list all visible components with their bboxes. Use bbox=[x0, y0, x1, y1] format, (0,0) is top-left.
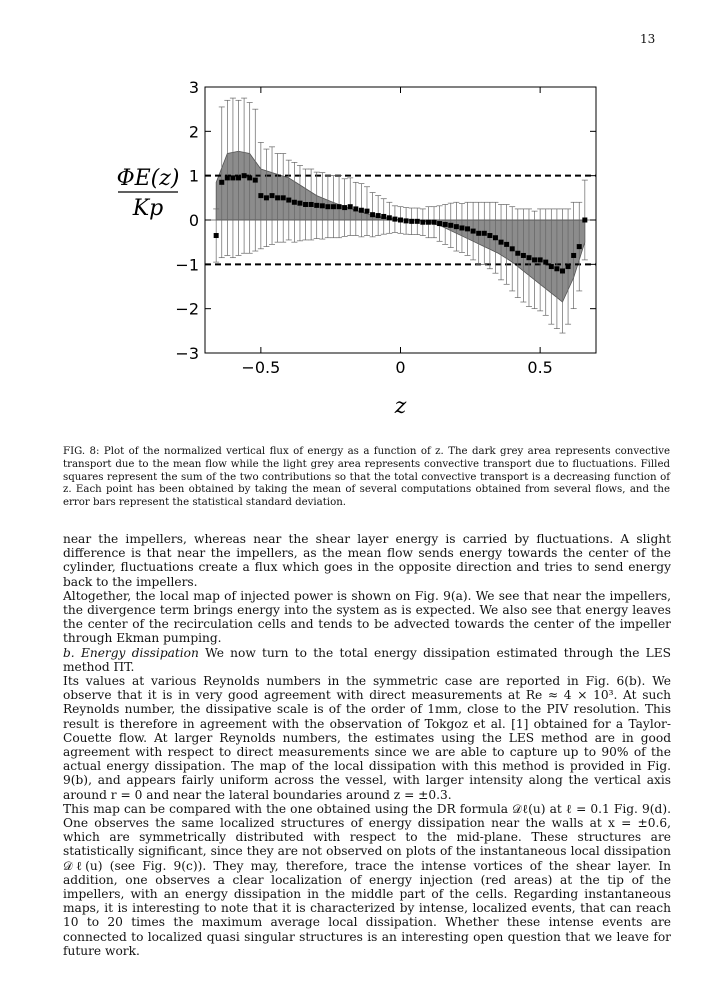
figure-caption: FIG. 8: Plot of the normalized vertical … bbox=[63, 446, 670, 509]
data-point bbox=[537, 257, 543, 263]
data-point bbox=[291, 199, 297, 205]
data-point bbox=[325, 204, 331, 210]
data-point bbox=[258, 193, 264, 199]
y-axis-label-numerator: ΦE(z) bbox=[117, 166, 180, 191]
data-point bbox=[375, 213, 381, 219]
data-point bbox=[448, 222, 454, 228]
y-tick-label: 1 bbox=[189, 167, 199, 186]
data-point bbox=[319, 203, 325, 209]
data-point bbox=[571, 252, 577, 258]
data-point bbox=[286, 197, 292, 203]
x-tick-label: 0.5 bbox=[527, 358, 552, 377]
data-point bbox=[520, 252, 526, 258]
paragraph-1: near the impellers, whereas near the she… bbox=[63, 532, 671, 589]
data-point bbox=[409, 218, 415, 224]
data-point bbox=[386, 215, 392, 221]
section-paragraph: b. Energy dissipation We now turn to the… bbox=[63, 646, 671, 674]
data-point bbox=[353, 206, 359, 212]
data-point bbox=[370, 212, 376, 218]
data-point bbox=[559, 268, 565, 274]
data-point bbox=[213, 233, 219, 239]
data-point bbox=[275, 195, 281, 201]
data-point bbox=[442, 221, 448, 227]
data-point bbox=[437, 221, 443, 227]
data-point bbox=[230, 175, 236, 181]
energy-flux-figure: −3 −2 −1 0 1 2 3 −0.5 0 0.5 ΦE(z) Kp z bbox=[117, 78, 597, 419]
data-point bbox=[263, 195, 269, 201]
data-point bbox=[498, 239, 504, 245]
data-point bbox=[342, 205, 348, 211]
data-point bbox=[554, 266, 560, 272]
data-point bbox=[392, 216, 398, 222]
data-point bbox=[481, 230, 487, 236]
data-point bbox=[364, 208, 370, 214]
data-point bbox=[526, 255, 532, 261]
data-point bbox=[470, 228, 476, 234]
data-point bbox=[515, 250, 521, 256]
data-point bbox=[297, 200, 303, 206]
x-tick-label: −0.5 bbox=[241, 358, 280, 377]
data-point bbox=[504, 241, 510, 247]
data-point bbox=[381, 213, 387, 219]
data-point bbox=[414, 218, 420, 224]
data-point bbox=[509, 246, 515, 252]
y-tick-label: −2 bbox=[175, 300, 199, 319]
data-point bbox=[582, 217, 588, 223]
data-point bbox=[487, 233, 493, 239]
data-point bbox=[241, 173, 247, 179]
paragraph-2: Altogether, the local map of injected po… bbox=[63, 588, 671, 646]
data-point bbox=[420, 219, 426, 225]
data-point bbox=[492, 235, 498, 241]
data-point bbox=[358, 207, 364, 213]
data-point bbox=[543, 259, 549, 265]
data-point bbox=[247, 175, 253, 181]
body-text: near the impellers, whereas near the she… bbox=[63, 532, 671, 958]
data-point bbox=[336, 204, 342, 210]
data-point bbox=[269, 193, 275, 199]
data-point bbox=[565, 264, 571, 270]
x-axis-label: z bbox=[394, 394, 407, 419]
data-point bbox=[459, 225, 465, 231]
data-point bbox=[347, 204, 353, 210]
data-point bbox=[576, 244, 582, 250]
data-point bbox=[280, 195, 286, 201]
data-point bbox=[314, 202, 320, 208]
x-tick-label: 0 bbox=[395, 358, 405, 377]
data-point bbox=[224, 175, 230, 181]
y-tick-label: 2 bbox=[189, 122, 199, 141]
data-point bbox=[453, 224, 459, 230]
paragraph-3: Its values at various Reynolds numbers i… bbox=[63, 674, 671, 802]
data-point bbox=[236, 175, 242, 181]
data-point bbox=[252, 177, 258, 183]
data-point bbox=[465, 226, 471, 232]
data-point bbox=[303, 201, 309, 207]
data-point bbox=[425, 219, 431, 225]
y-tick-label: 3 bbox=[189, 78, 199, 97]
data-point bbox=[532, 257, 538, 263]
section-label: b. bbox=[63, 645, 75, 660]
data-point bbox=[398, 217, 403, 223]
y-axis-label-denominator: Kp bbox=[132, 196, 164, 221]
data-point bbox=[403, 218, 409, 224]
data-point bbox=[219, 179, 225, 185]
y-tick-label: −1 bbox=[175, 255, 199, 274]
section-text: We now turn to the total energy dissipat… bbox=[63, 645, 672, 674]
paragraph-4: This map can be compared with the one ob… bbox=[63, 801, 671, 958]
y-tick-label: 0 bbox=[189, 211, 199, 230]
data-point bbox=[330, 204, 336, 210]
data-point bbox=[308, 201, 314, 207]
page-number: 13 bbox=[640, 32, 656, 46]
data-point bbox=[431, 219, 437, 225]
data-point bbox=[548, 264, 554, 270]
section-title: Energy dissipation bbox=[80, 645, 199, 660]
y-tick-label: −3 bbox=[175, 344, 199, 363]
data-point bbox=[476, 230, 482, 236]
